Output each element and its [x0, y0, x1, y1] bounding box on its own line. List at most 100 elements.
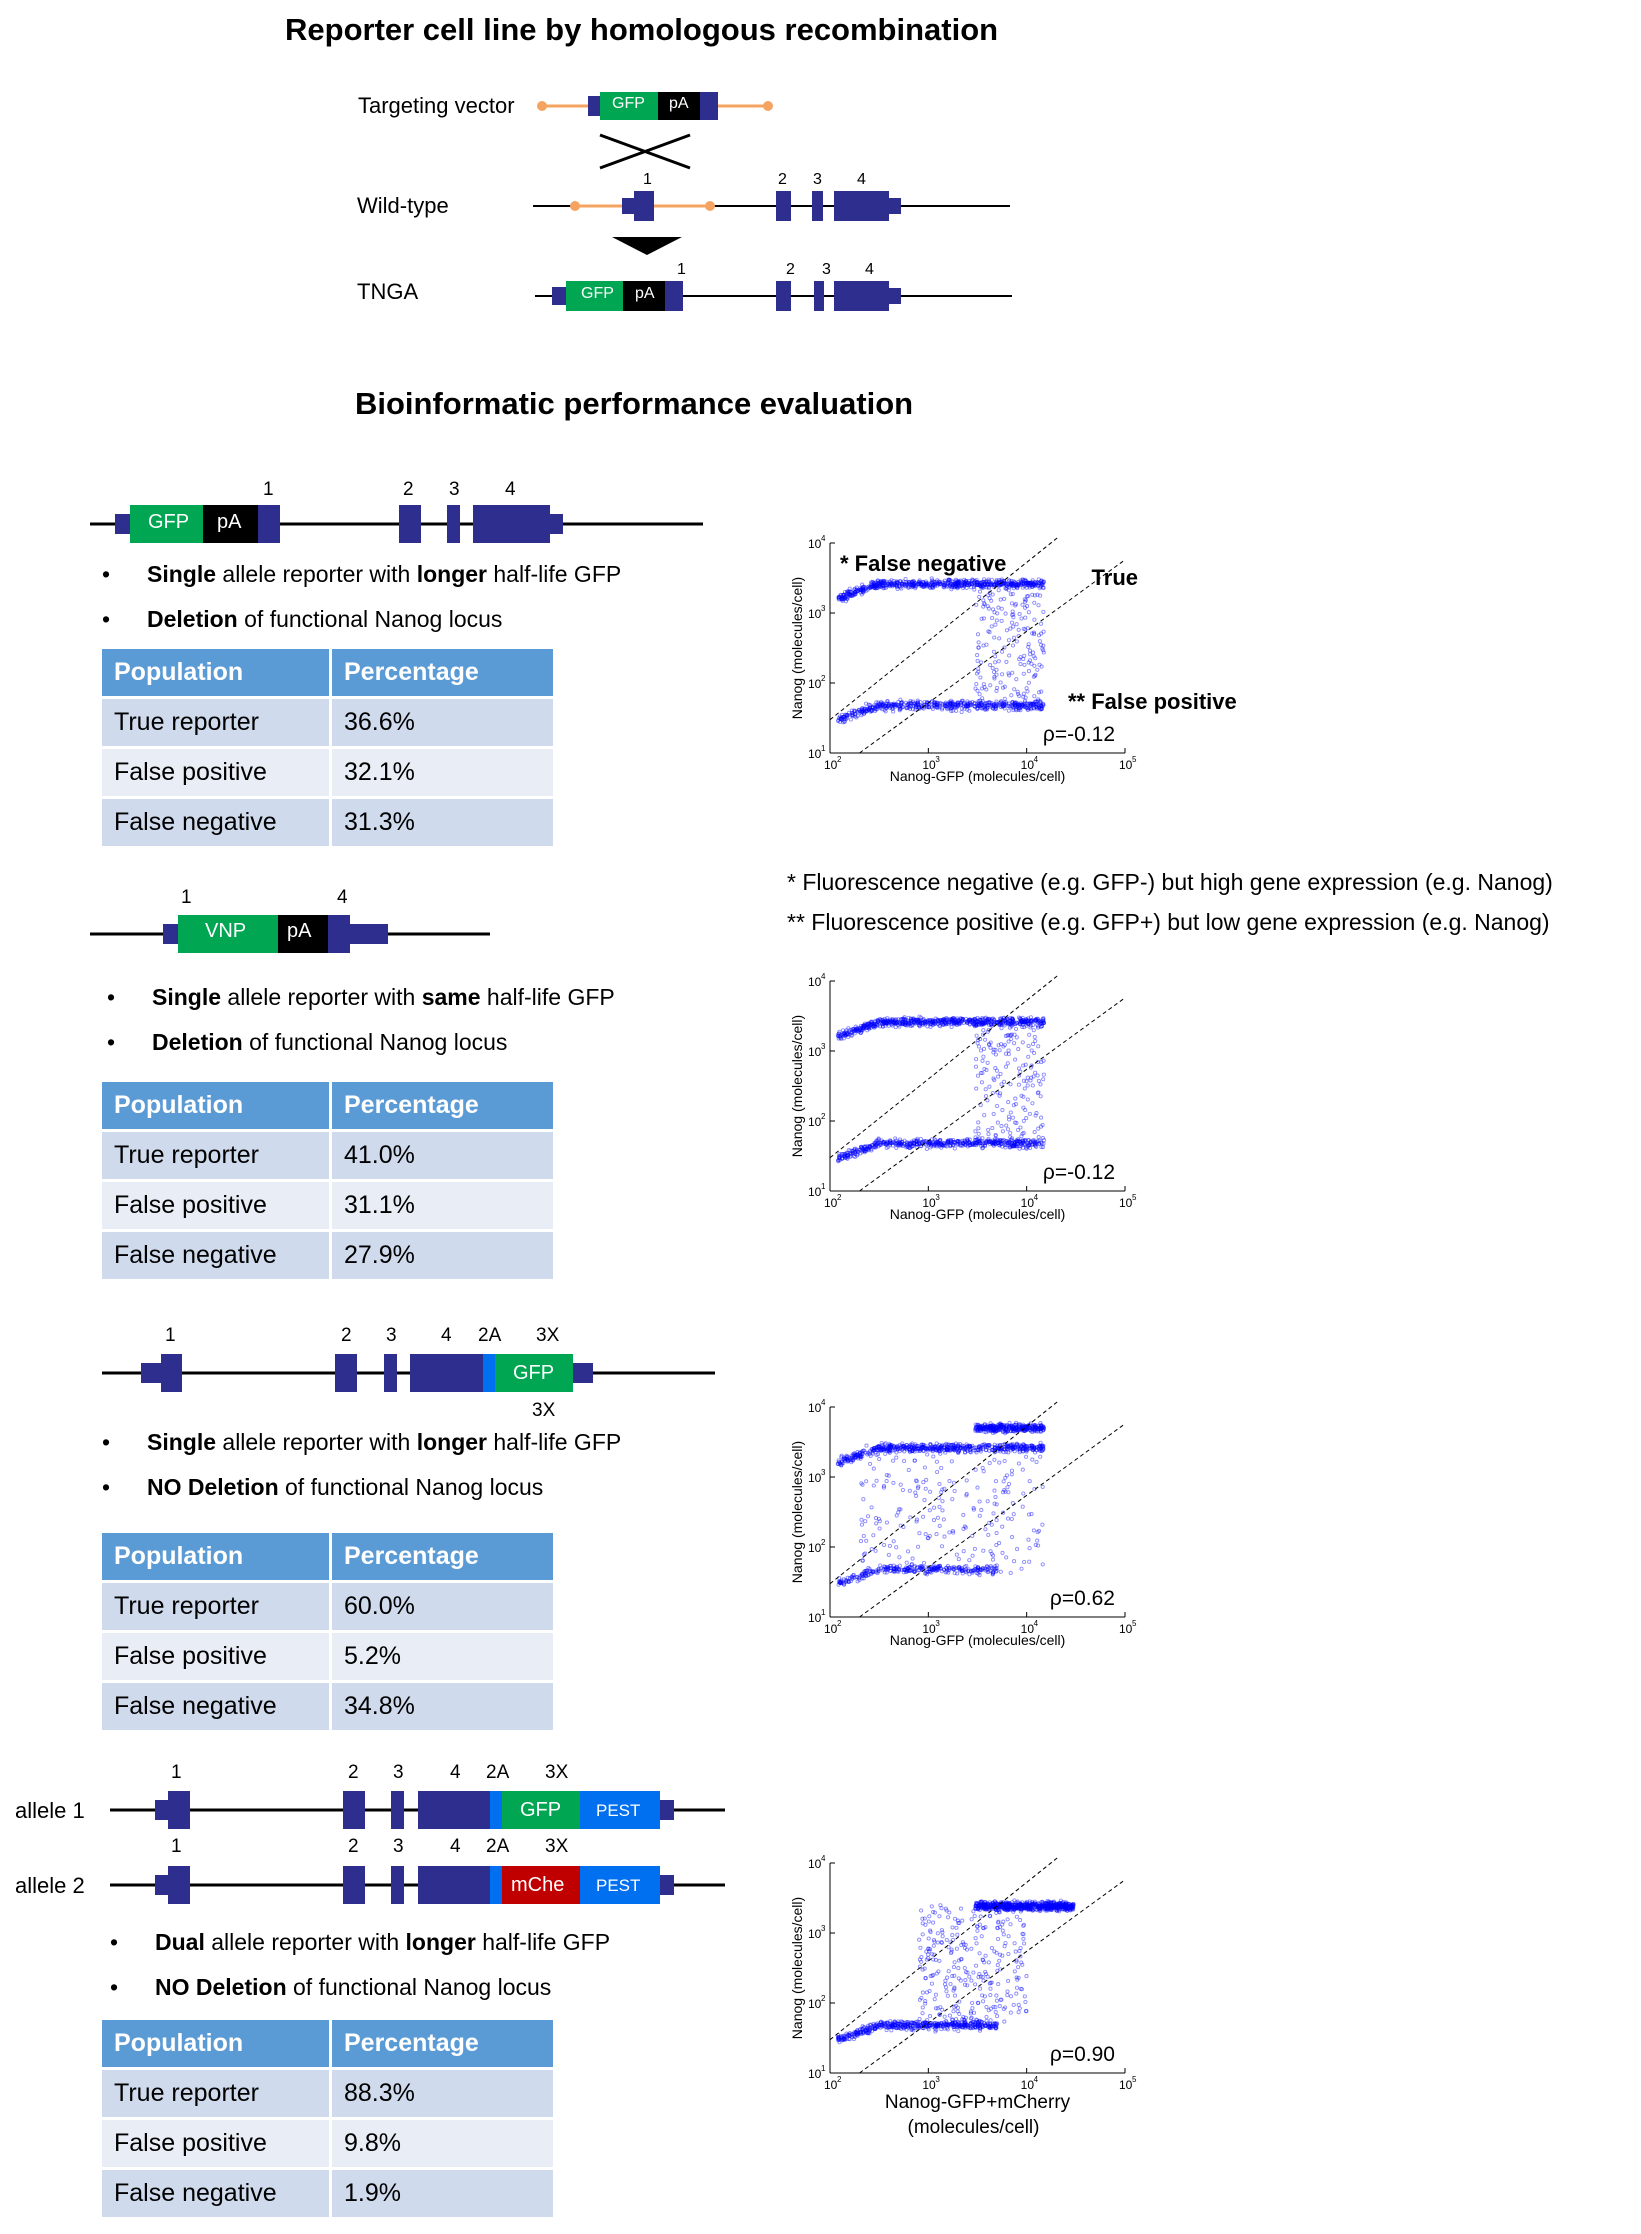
data-point: [993, 706, 999, 711]
data-point: [949, 1018, 954, 1023]
x-tick-exp: 5: [1132, 755, 1137, 764]
rho-label: ρ=0.62: [1050, 1587, 1115, 1610]
data-point: [977, 704, 983, 709]
x-axis-label: Nanog-GFP (molecules/cell): [890, 768, 1066, 784]
data-point: [891, 1480, 896, 1485]
data-point: [930, 585, 936, 590]
data-point: [1010, 703, 1015, 708]
x-tick-label: 10: [1119, 1196, 1133, 1210]
table-row: True reporter 41.0%: [102, 1132, 553, 1179]
data-point: [1040, 580, 1045, 585]
data-point: [962, 582, 967, 587]
data-point: [992, 674, 997, 679]
data-point: [981, 616, 986, 621]
data-point: [896, 1019, 901, 1024]
data-point: [880, 583, 885, 588]
data-point: [1039, 664, 1044, 669]
data-point: [1025, 581, 1030, 586]
data-point: [955, 586, 960, 591]
data-point: [1041, 585, 1046, 590]
data-point: [871, 584, 876, 589]
data-point: [1010, 612, 1015, 617]
recombination-diagram: [533, 92, 1012, 311]
data-point: [1022, 1019, 1027, 1024]
data-point: [903, 1019, 908, 1025]
data-point: [906, 703, 911, 708]
data-point: [916, 701, 921, 706]
data-point: [909, 580, 914, 585]
data-point: [875, 1020, 880, 1025]
data-point: [934, 1459, 939, 1464]
data-point: [950, 702, 955, 707]
data-point: [838, 716, 843, 722]
data-point: [1014, 639, 1019, 644]
data-point: [886, 702, 891, 707]
data-point: [1036, 1044, 1041, 1049]
data-point: [975, 1015, 980, 1020]
targeting-vector-label: Targeting vector: [358, 93, 515, 118]
data-point: [1020, 1020, 1025, 1025]
data-point: [878, 579, 883, 584]
data-point: [860, 1026, 865, 1031]
footnote-1: * Fluorescence negative (e.g. GFP-) but …: [787, 869, 1553, 895]
data-point: [862, 706, 868, 711]
data-point: [897, 704, 903, 709]
data-point: [956, 700, 961, 705]
data-point: [976, 645, 981, 650]
data-point: [987, 700, 992, 706]
data-point: [868, 704, 873, 709]
data-point: [1000, 1129, 1005, 1134]
data-point: [865, 1028, 870, 1033]
data-point: [980, 1058, 985, 1063]
data-point: [1015, 689, 1020, 694]
data-point: [1041, 702, 1046, 707]
data-point: [890, 705, 895, 710]
data-point: [861, 590, 866, 595]
data-point: [856, 709, 861, 714]
data-point: [942, 578, 947, 583]
data-point: [853, 590, 858, 595]
x-tick-label: 10: [824, 1622, 838, 1636]
data-point: [949, 585, 954, 590]
data-point: [894, 1021, 899, 1026]
data-point: [922, 582, 927, 587]
data-point: [957, 1020, 962, 1025]
data-point: [858, 587, 863, 592]
data-point: [912, 582, 917, 587]
data-point: [854, 585, 859, 590]
data-point: [916, 1019, 921, 1024]
data-point: [903, 1017, 908, 1022]
data-point: [1010, 1019, 1015, 1025]
data-point: [860, 1027, 866, 1032]
data-point: [1023, 1017, 1029, 1022]
data-point: [967, 1022, 972, 1027]
data-point: [839, 1036, 844, 1041]
data-point: [1037, 700, 1042, 705]
data-point: [976, 1126, 981, 1131]
data-point: [983, 1527, 988, 1532]
data-point: [1027, 1021, 1032, 1027]
data-point: [922, 582, 928, 587]
data-point: [1006, 1017, 1011, 1022]
data-point: [876, 582, 882, 587]
data-point: [927, 1508, 932, 1513]
data-point: [1020, 1022, 1025, 1027]
data-point: [911, 701, 916, 706]
data-point: [1040, 1562, 1045, 1567]
data-point: [930, 580, 935, 585]
data-point: [999, 1124, 1004, 1129]
data-point: [1039, 582, 1044, 587]
data-point: [839, 595, 844, 600]
data-point: [874, 1022, 880, 1027]
data-point: [995, 1120, 1000, 1125]
data-point: [944, 704, 949, 709]
data-point: [978, 675, 983, 680]
data-point: [976, 669, 981, 674]
data-point: [1013, 705, 1018, 710]
data-point: [889, 578, 894, 583]
data-point: [985, 582, 990, 587]
data-point: [1036, 581, 1041, 586]
data-point: [1000, 1108, 1005, 1113]
data-point: [1035, 580, 1040, 585]
data-point: [1023, 627, 1028, 632]
